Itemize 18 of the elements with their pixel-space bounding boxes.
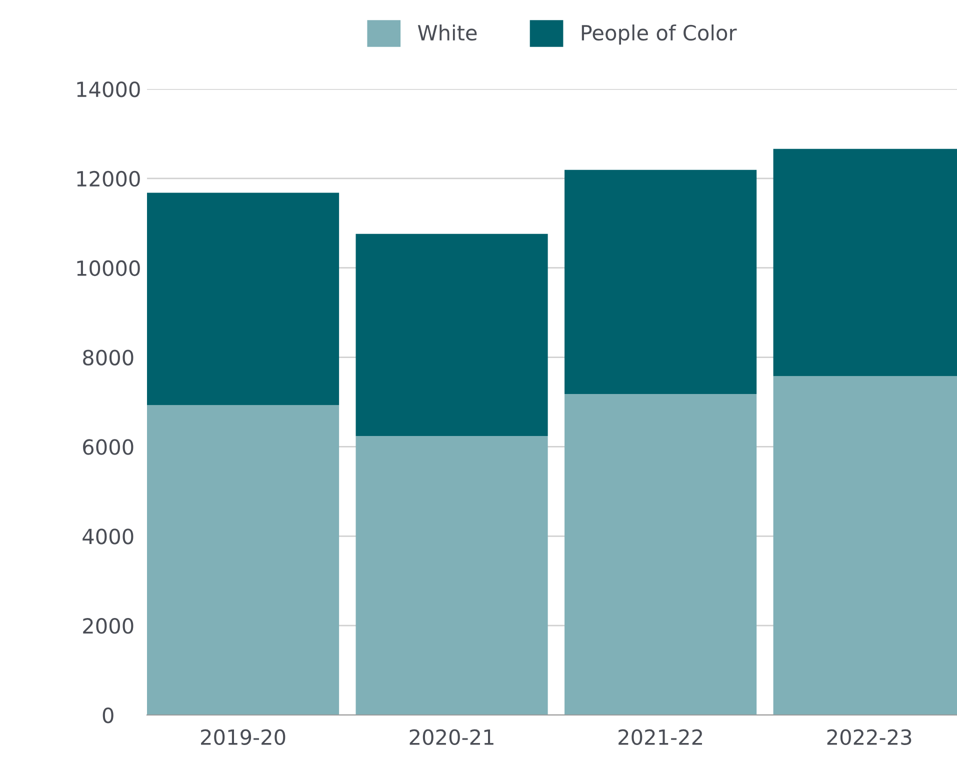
- y-tick-label: 4000: [82, 528, 134, 544]
- y-tick-label: 14000: [77, 81, 140, 98]
- legend-label: People of Color: [582, 24, 737, 45]
- y-tick-label: 8000: [83, 350, 134, 366]
- bar: [147, 192, 340, 406]
- x-tick-label: 2020-21: [410, 729, 494, 746]
- x-tick-label: 2022-23: [827, 729, 912, 746]
- x-tick-label: 2019-20: [201, 729, 286, 746]
- bar: [356, 436, 548, 715]
- y-tick-label: 2000: [83, 618, 134, 634]
- bar: [147, 405, 340, 715]
- y-tick-label: 6000: [83, 439, 134, 455]
- x-tick-label: 2021-22: [618, 729, 702, 746]
- y-tick-label: 10000: [77, 260, 140, 276]
- bar: [356, 234, 548, 436]
- y-tick-label: 0: [102, 707, 114, 724]
- y-tick-label: 12000: [77, 170, 140, 187]
- legend-label: White: [418, 24, 477, 41]
